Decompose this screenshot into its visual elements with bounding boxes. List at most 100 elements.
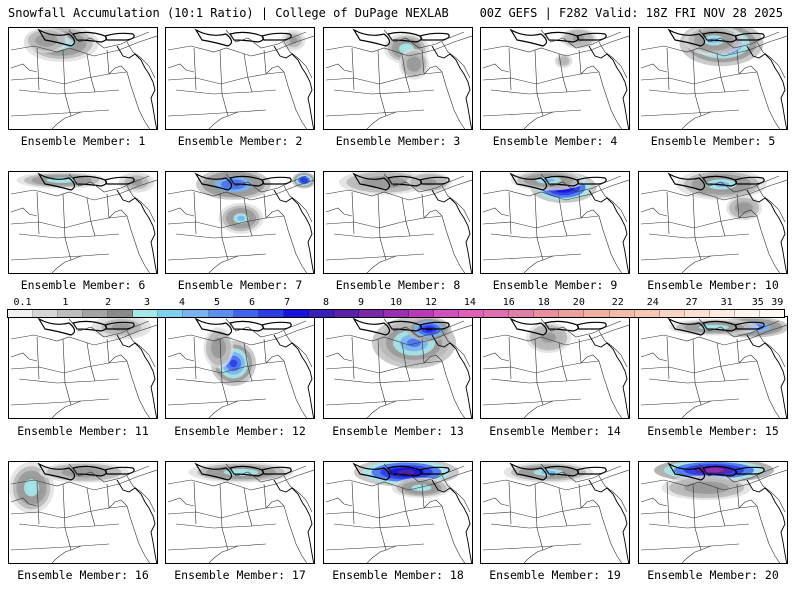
colorbar-tick-label: 16 xyxy=(502,297,515,308)
ensemble-member-caption: Ensemble Member: 19 xyxy=(489,568,621,582)
ensemble-member-caption: Ensemble Member: 2 xyxy=(177,134,303,148)
coastline xyxy=(588,45,629,129)
state-border xyxy=(325,253,425,261)
lake-outline xyxy=(544,465,579,477)
state-border xyxy=(756,185,786,223)
state-border xyxy=(421,483,425,509)
state-border xyxy=(756,475,786,513)
colorbar-swatch xyxy=(734,310,760,317)
lake-outline xyxy=(352,28,391,47)
state-border xyxy=(208,400,239,418)
product-title: Snowfall Accumulation (10:1 Ratio) | Col… xyxy=(8,6,449,20)
state-border xyxy=(756,330,786,368)
state-border xyxy=(167,505,285,519)
state-border xyxy=(225,29,307,49)
state-border xyxy=(193,47,197,91)
state-border xyxy=(126,185,156,223)
ensemble-member-caption: Ensemble Member: 8 xyxy=(335,278,461,292)
state-border xyxy=(283,505,308,563)
state-border xyxy=(738,209,758,219)
state-border xyxy=(10,324,157,346)
snowfall-map xyxy=(482,462,629,563)
state-border xyxy=(126,215,151,273)
snowfall-map xyxy=(325,172,472,273)
state-border xyxy=(219,193,229,261)
coastline xyxy=(588,189,629,273)
coastline xyxy=(431,479,472,563)
lake-outline xyxy=(104,176,135,185)
state-border xyxy=(640,505,758,519)
colorbar-swatch xyxy=(709,310,735,317)
lake-outline xyxy=(104,466,135,475)
snowfall-area xyxy=(399,48,429,80)
state-border xyxy=(106,193,110,219)
ensemble-member-caption: Ensemble Member: 18 xyxy=(332,568,464,582)
state-border xyxy=(325,109,425,117)
state-border xyxy=(333,378,435,384)
ensemble-member-caption: Ensemble Member: 9 xyxy=(492,278,618,292)
state-border xyxy=(441,505,466,563)
state-border xyxy=(482,207,510,217)
state-border xyxy=(482,543,582,551)
coastline xyxy=(746,479,787,563)
lake-outline xyxy=(734,321,765,330)
snowfall-map xyxy=(640,462,787,563)
ensemble-member-caption: Ensemble Member: 15 xyxy=(647,424,779,438)
state-border xyxy=(598,330,628,368)
state-border xyxy=(86,197,96,237)
lake-outline xyxy=(387,31,422,43)
colorbar-swatch xyxy=(383,310,409,317)
state-border xyxy=(333,233,435,239)
state-border xyxy=(10,543,110,551)
ensemble-member-caption: Ensemble Member: 4 xyxy=(492,134,618,148)
snowfall-map xyxy=(325,317,472,418)
snowfall-area xyxy=(203,327,234,369)
state-border xyxy=(167,543,267,551)
ensemble-panel xyxy=(480,171,630,274)
state-border xyxy=(666,47,670,91)
ensemble-member-caption: Ensemble Member: 17 xyxy=(174,568,306,582)
state-border xyxy=(68,173,150,193)
state-border xyxy=(441,475,471,513)
state-border xyxy=(580,65,600,75)
state-border xyxy=(482,179,629,201)
colorbar-swatch xyxy=(183,310,209,317)
lake-outline xyxy=(509,462,548,481)
state-border xyxy=(640,207,668,217)
state-border xyxy=(263,338,267,364)
state-border xyxy=(86,53,96,93)
state-border xyxy=(243,487,253,527)
state-border xyxy=(736,483,740,509)
colorbar-swatch xyxy=(33,310,59,317)
lake-outline xyxy=(194,172,233,191)
state-border xyxy=(126,505,151,563)
lake-outline xyxy=(261,32,292,41)
ensemble-panel xyxy=(8,316,158,419)
state-border xyxy=(325,360,443,374)
state-border xyxy=(62,193,72,261)
state-border xyxy=(508,336,512,380)
state-border xyxy=(351,47,355,91)
state-border xyxy=(167,35,314,57)
state-border xyxy=(640,543,740,551)
colorbar-swatch xyxy=(559,310,585,317)
ensemble-member-caption: Ensemble Member: 5 xyxy=(650,134,776,148)
state-border xyxy=(598,505,623,563)
state-border xyxy=(482,109,582,117)
state-border xyxy=(325,324,472,346)
lake-outline xyxy=(576,321,607,330)
colorbar-swatch xyxy=(484,310,510,317)
state-border xyxy=(540,173,622,193)
state-border xyxy=(263,49,267,75)
snowfall-area xyxy=(661,475,752,501)
state-border xyxy=(283,475,313,513)
state-border xyxy=(325,497,353,507)
state-border xyxy=(10,109,110,117)
state-border xyxy=(126,71,151,129)
state-border xyxy=(377,49,387,117)
state-border xyxy=(175,233,277,239)
state-border xyxy=(534,49,544,117)
colorbar-tick-label: 6 xyxy=(249,297,256,308)
state-border xyxy=(51,400,82,418)
lake-outline xyxy=(194,317,233,336)
